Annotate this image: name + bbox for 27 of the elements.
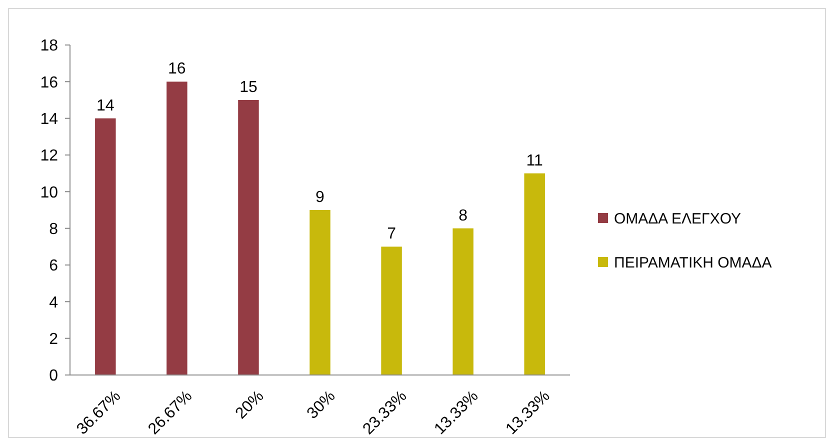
data-label: 9: [316, 189, 325, 206]
data-label: 7: [387, 226, 396, 243]
data-label: 8: [458, 207, 468, 224]
y-tick-label: 10: [40, 184, 58, 202]
legend-label: ΠΕΙΡΑΜΑΤΙΚΗ ΟΜΑΔΑ: [614, 254, 772, 272]
bar: [95, 118, 116, 375]
y-tick-label: 12: [40, 148, 58, 165]
y-tick-label: 2: [49, 330, 58, 348]
bar: [452, 228, 474, 375]
data-label: 16: [168, 60, 186, 78]
data-label: 15: [240, 79, 258, 96]
bar: [238, 100, 259, 375]
bar: [381, 246, 402, 375]
bar: [524, 173, 545, 375]
bar: [310, 210, 330, 375]
y-tick-label: 4: [49, 294, 58, 312]
data-label: 11: [526, 152, 543, 170]
y-tick-label: 16: [40, 74, 58, 92]
y-tick-label: 14: [40, 110, 58, 128]
y-tick-label: 6: [49, 258, 58, 275]
y-tick-label: 18: [40, 38, 58, 55]
x-tick-label: 30%: [304, 388, 339, 422]
y-tick-label: 8: [49, 220, 58, 238]
data-label: 14: [96, 97, 114, 114]
legend-label: ΟΜΑΔΑ ΕΛΕΓΧΟΥ: [614, 210, 742, 228]
bar: [166, 82, 188, 375]
y-tick-label: 0: [49, 368, 58, 385]
